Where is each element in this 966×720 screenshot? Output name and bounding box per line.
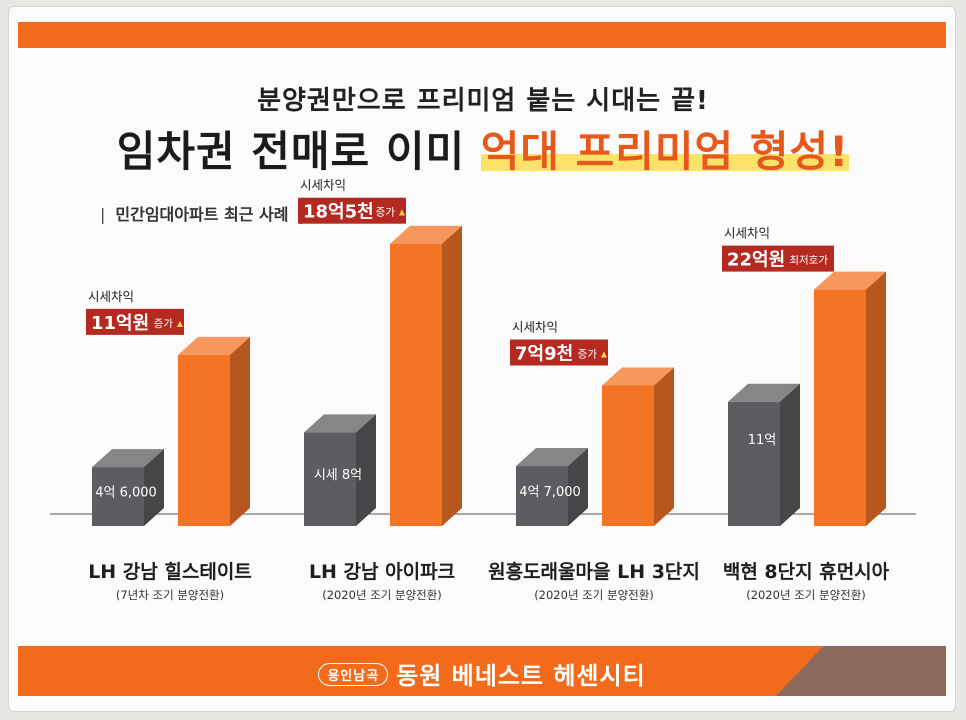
gray-bar-1-side-face <box>144 449 164 526</box>
gray-bar-label-2: 시세 8억 <box>314 468 362 483</box>
gain-suffix-4: 최저호가 <box>789 255 828 267</box>
gain-value-2: 18억5천 <box>303 202 374 223</box>
headline-title: 임차권 전매로 이미 억대 프리미엄 형성! <box>0 118 966 179</box>
gray-bar-3-side-face <box>568 448 588 526</box>
gain-caption-3: 시세차익 <box>512 319 558 334</box>
gray-bar-4-top-face <box>728 383 800 402</box>
category-title-4: 백현 8단지 휴먼시아 <box>723 561 890 583</box>
section-label-text: 민간임대아파트 최근 사례 <box>115 205 289 224</box>
brand-line: 용인남곡 동원 베네스트 헤센시티 <box>18 656 946 691</box>
gain-up-arrow-2: ▲ <box>399 208 406 217</box>
gray-bar-4-side-face <box>780 383 800 526</box>
gain-tag-2 <box>298 197 406 224</box>
top-accent-bar <box>18 22 946 48</box>
category-subtitle-2: (2020년 조기 분양전환) <box>322 588 442 602</box>
category-subtitle-4: (2020년 조기 분양전환) <box>746 588 866 602</box>
gray-bar-label-1: 4억 6,000 <box>95 486 157 501</box>
gain-suffix-2: 증가 <box>376 207 396 219</box>
headline-title-plain: 임차권 전매로 이미 <box>116 127 481 176</box>
orange-bar-1-top-face <box>178 336 250 355</box>
orange-bar-2-side-face <box>442 225 462 526</box>
gain-caption-2: 시세차익 <box>300 178 346 193</box>
gain-value-4: 22억원 <box>727 250 785 271</box>
gain-tag-4 <box>722 245 834 272</box>
gray-bar-label-3: 4억 7,000 <box>519 485 581 500</box>
gray-bar-3 <box>516 466 568 526</box>
orange-bar-1-side-face <box>230 336 250 526</box>
orange-bar-3-top-face <box>602 367 674 386</box>
gain-tag-3 <box>510 339 608 366</box>
orange-bar-2-top-face <box>390 225 462 244</box>
gain-value-3: 7억9천 <box>515 343 573 364</box>
gain-up-arrow-1: ▲ <box>177 319 184 328</box>
gray-bar-3-top-face <box>516 448 588 467</box>
orange-bar-1 <box>178 354 230 526</box>
poster-background <box>8 6 956 712</box>
gray-bar-1 <box>92 467 144 526</box>
category-title-3: 원흥도래울마을 LH 3단지 <box>488 560 700 583</box>
gain-caption-4: 시세차익 <box>724 226 770 241</box>
gray-bar-label-4: 11억 <box>748 433 777 448</box>
gain-up-arrow-3: ▲ <box>601 349 608 358</box>
headline-title-highlight: 억대 프리미엄 형성! <box>480 127 850 176</box>
gain-caption-1: 시세차익 <box>88 289 134 304</box>
gain-suffix-3: 증가 <box>578 348 598 360</box>
category-subtitle-1: (7년차 조기 분양전환) <box>116 588 224 602</box>
gray-bar-1-top-face <box>92 449 164 468</box>
gray-bar-2 <box>304 432 356 526</box>
category-subtitle-3: (2020년 조기 분양전환) <box>534 588 654 602</box>
orange-bar-3 <box>602 385 654 526</box>
gain-suffix-1: 증가 <box>154 318 174 330</box>
gray-bar-2-top-face <box>304 414 376 433</box>
bottom-brand-bar: 용인남곡 동원 베네스트 헤센시티 <box>18 646 946 696</box>
orange-bar-2 <box>390 243 442 526</box>
section-divider-left: | <box>100 205 106 224</box>
orange-bar-3-side-face <box>654 367 674 526</box>
orange-bar-4-top-face <box>814 271 886 290</box>
brand-location-badge: 용인남곡 <box>318 663 389 686</box>
orange-bar-4 <box>814 289 866 526</box>
gain-tag-1 <box>86 308 184 335</box>
gray-bar-4 <box>728 401 780 526</box>
gray-bar-2-side-face <box>356 414 376 526</box>
category-title-1: LH 강남 힐스테이트 <box>88 560 252 583</box>
orange-bar-4-side-face <box>866 271 886 526</box>
headline-subtitle: 분양권만으로 프리미엄 붙는 시대는 끝! <box>257 86 709 116</box>
category-title-2: LH 강남 아이파크 <box>309 561 455 583</box>
gain-value-1: 11억원 <box>91 313 149 334</box>
brand-name: 동원 베네스트 헤센시티 <box>396 662 646 690</box>
